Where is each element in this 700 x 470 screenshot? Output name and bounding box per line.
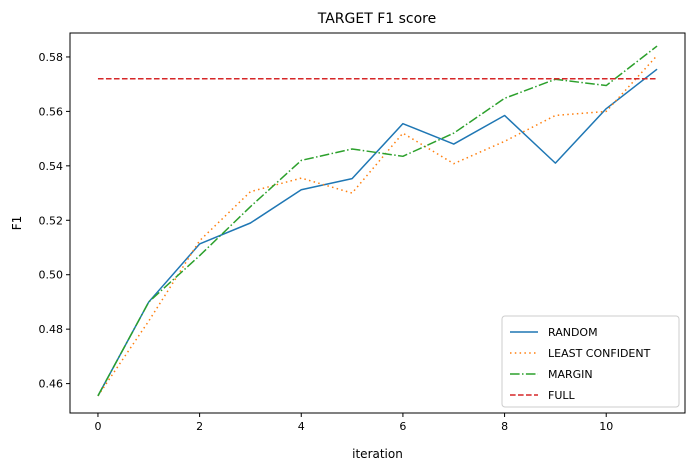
series-line-random: [97, 68, 658, 397]
x-tick-label: 4: [298, 420, 305, 433]
x-tick-label: 2: [196, 420, 203, 433]
legend-label-full: FULL: [548, 389, 576, 402]
x-axis: 0 2 4 6 8 10: [94, 413, 613, 433]
series-line-margin: [97, 45, 658, 397]
series-line-least-confident: [97, 55, 658, 397]
x-axis-label: iteration: [352, 447, 403, 461]
chart-title: TARGET F1 score: [317, 11, 437, 27]
legend: RANDOM LEAST CONFIDENT MARGIN FULL: [501, 315, 680, 408]
x-tick-label: 6: [399, 420, 406, 433]
y-tick-label: 0.56: [39, 105, 64, 118]
plot-area-frame: [69, 32, 686, 414]
legend-label-margin: MARGIN: [548, 368, 593, 381]
y-axis-label: F1: [10, 216, 24, 231]
y-tick-label: 0.58: [39, 51, 64, 64]
y-tick-label: 0.54: [39, 160, 64, 173]
x-tick-label: 0: [94, 420, 101, 433]
legend-label-random: RANDOM: [548, 326, 598, 339]
y-tick-label: 0.46: [39, 378, 64, 391]
legend-box: [501, 315, 680, 408]
y-tick-label: 0.48: [39, 323, 64, 336]
series-layer: [97, 45, 658, 397]
legend-label-least-confident: LEAST CONFIDENT: [548, 347, 651, 360]
y-axis: 0.46 0.48 0.50 0.52 0.54 0.56 0.58: [39, 51, 70, 391]
x-tick-label: 8: [501, 420, 508, 433]
y-tick-label: 0.52: [39, 214, 64, 227]
y-tick-label: 0.50: [39, 269, 64, 282]
x-tick-label: 10: [599, 420, 613, 433]
